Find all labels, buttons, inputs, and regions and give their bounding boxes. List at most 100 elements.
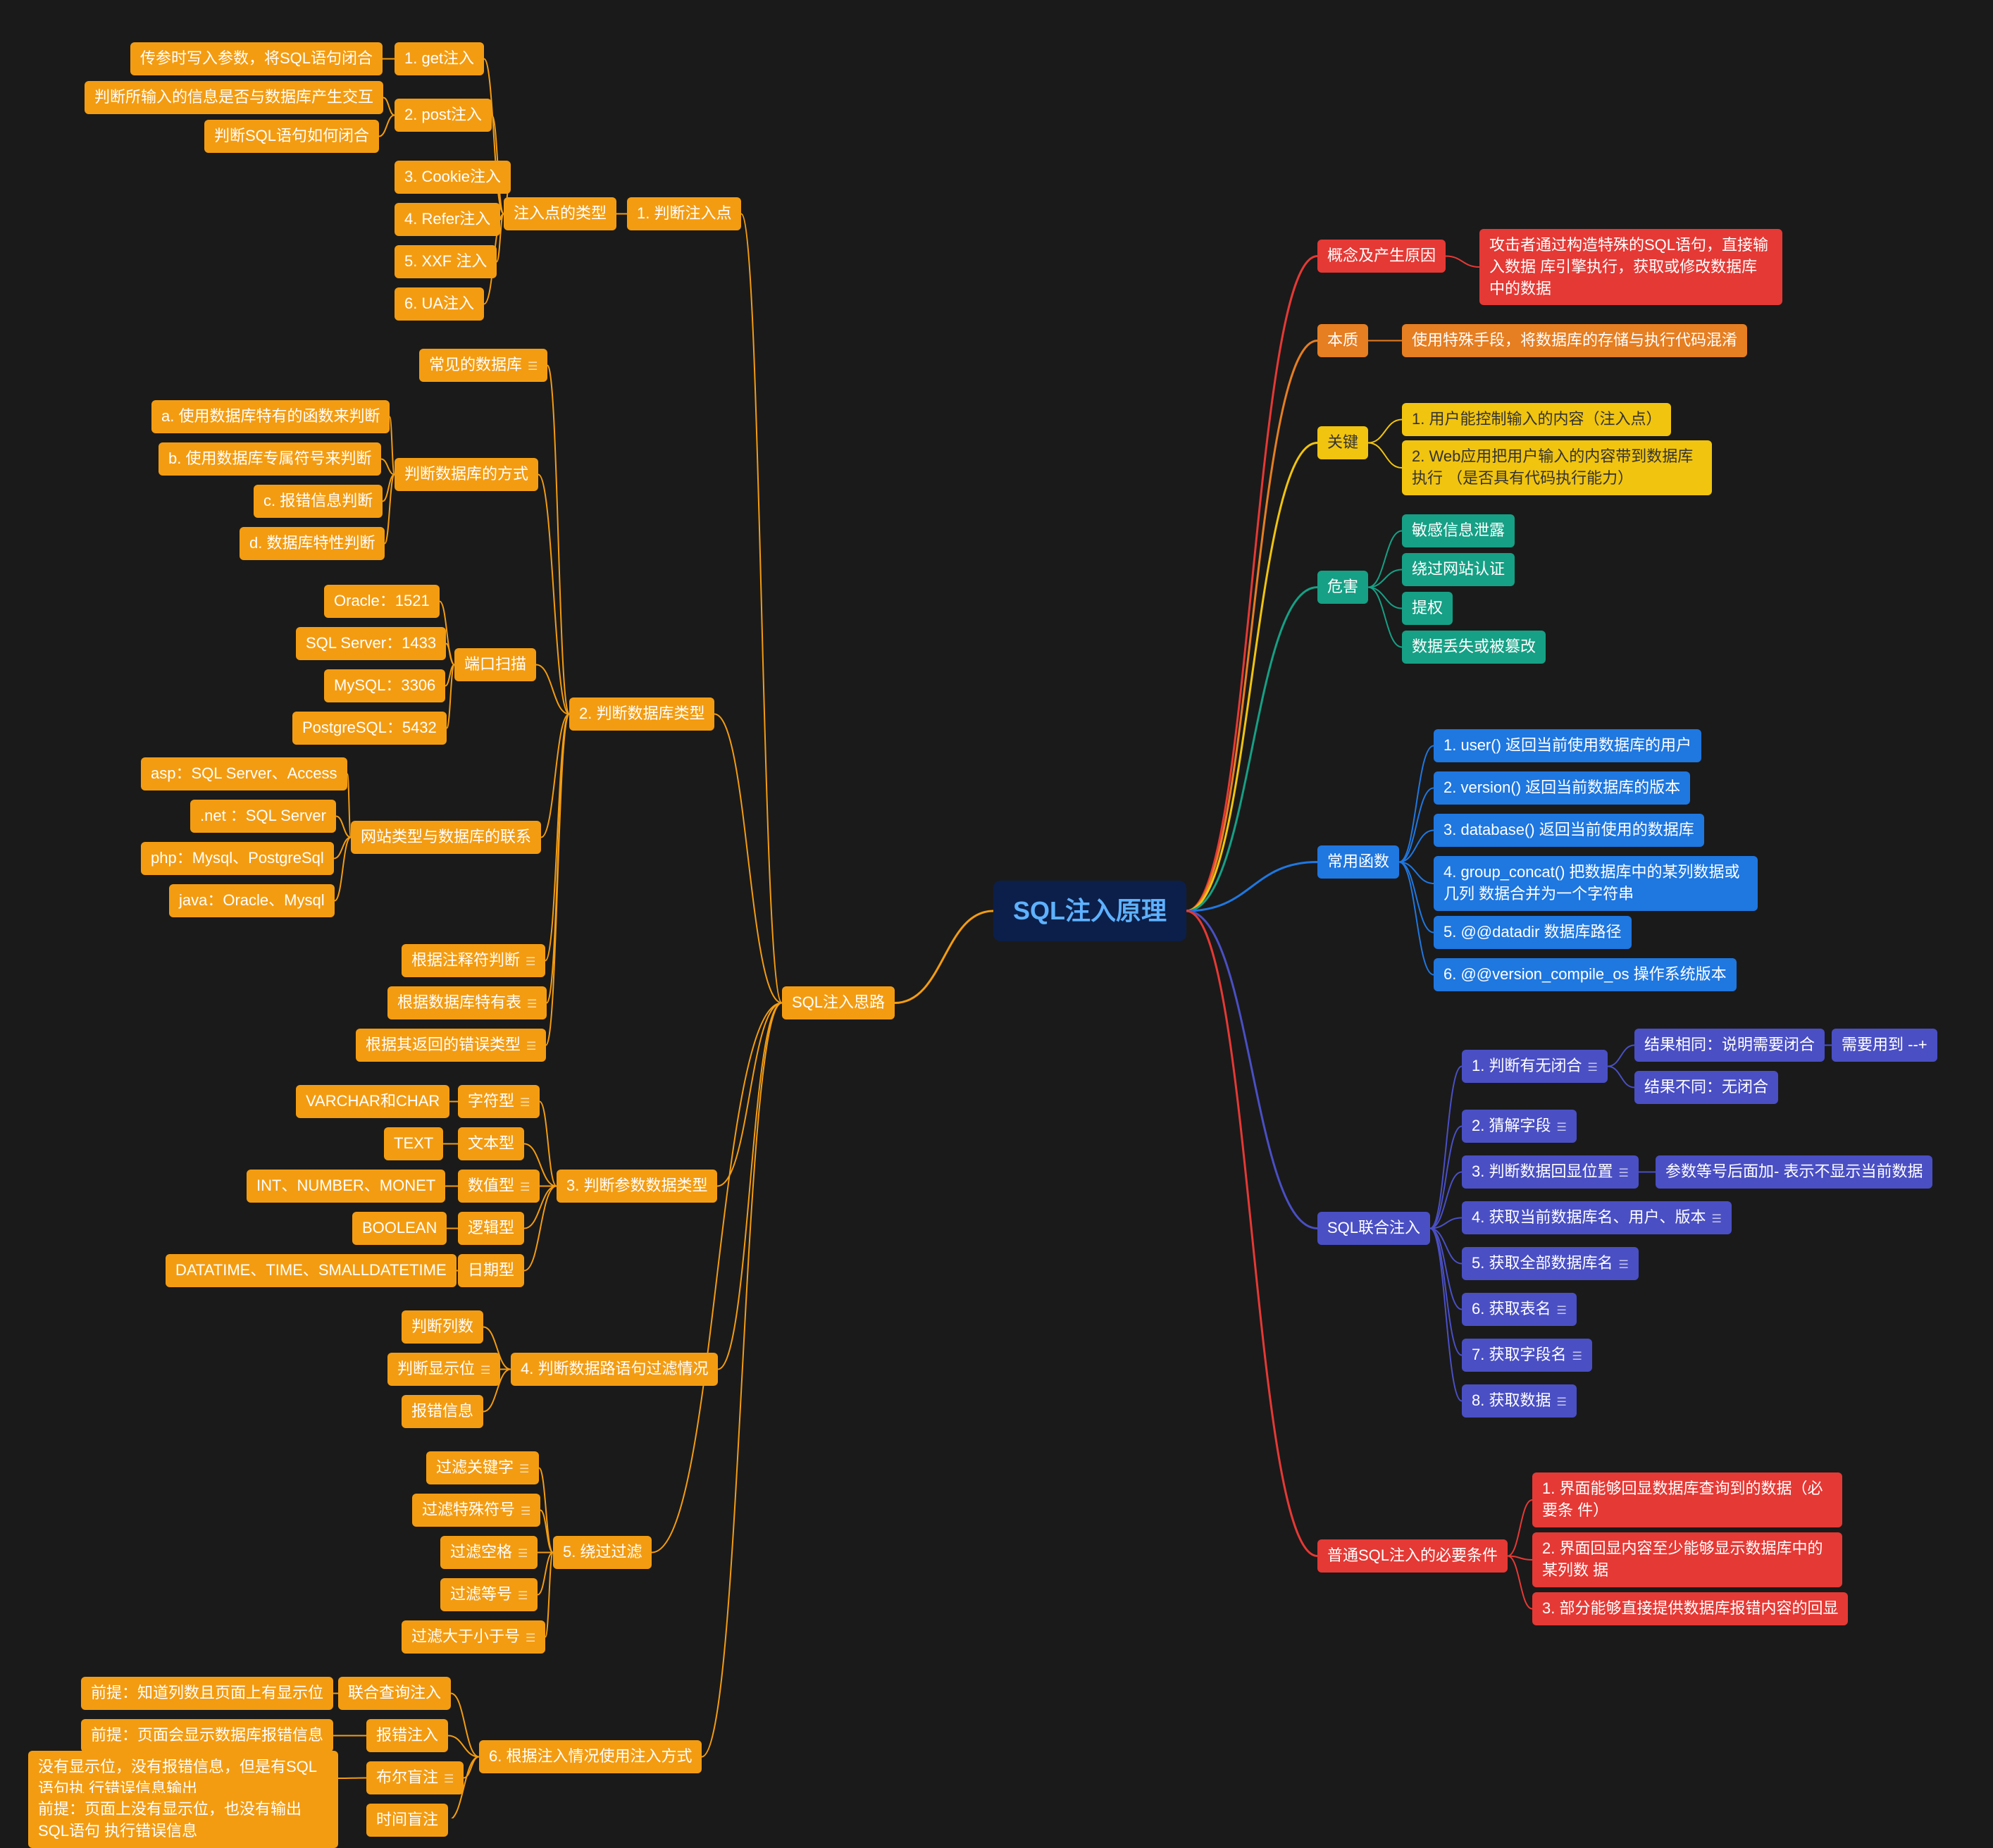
- child-node[interactable]: 1. 用户能控制输入的内容（注入点）: [1402, 403, 1671, 436]
- child-node[interactable]: 1. 判断有无闭合: [1462, 1050, 1608, 1083]
- branch-need[interactable]: 普通SQL注入的必要条件: [1317, 1539, 1508, 1573]
- child-node[interactable]: 网站类型与数据库的联系: [351, 821, 541, 854]
- child-node[interactable]: 过滤等号: [440, 1578, 538, 1611]
- child-node[interactable]: 根据数据库特有表: [387, 986, 547, 1019]
- child-node[interactable]: 布尔盲注: [366, 1761, 464, 1794]
- node-label: 敏感信息泄露: [1412, 521, 1505, 539]
- child-node[interactable]: 时间盲注: [366, 1804, 448, 1837]
- detail-node[interactable]: 传参时写入参数，将SQL语句闭合: [130, 42, 383, 75]
- step-node[interactable]: 4. 判断数据路语句过滤情况: [511, 1353, 718, 1386]
- grand-node[interactable]: 3. Cookie注入: [395, 161, 511, 194]
- branch-union[interactable]: SQL联合注入: [1317, 1212, 1430, 1245]
- child-node[interactable]: 6. @@version_compile_os 操作系统版本: [1434, 958, 1737, 991]
- grand-node[interactable]: DATATIME、TIME、SMALLDATETIME: [166, 1254, 457, 1287]
- note-icon: [520, 1175, 530, 1197]
- sub-node[interactable]: 参数等号后面加- 表示不显示当前数据: [1656, 1155, 1932, 1189]
- grand-node[interactable]: b. 使用数据库专属符号来判断: [159, 442, 381, 476]
- detail-node[interactable]: 判断SQL语句如何闭合: [204, 120, 379, 153]
- child-node[interactable]: 2. 猜解字段: [1462, 1110, 1577, 1143]
- child-node[interactable]: 根据注释符判断: [402, 944, 545, 977]
- child-node[interactable]: 过滤关键字: [426, 1451, 539, 1484]
- root-node[interactable]: SQL注入原理: [993, 881, 1186, 941]
- child-node[interactable]: 报错注入: [366, 1719, 448, 1752]
- branch-funcs[interactable]: 常用函数: [1317, 845, 1399, 879]
- child-node[interactable]: 注入点的类型: [504, 197, 616, 230]
- grand-node[interactable]: PostgreSQL：5432: [292, 712, 447, 745]
- child-node[interactable]: 6. 获取表名: [1462, 1293, 1577, 1326]
- branch-left[interactable]: SQL注入思路: [782, 986, 895, 1019]
- child-node[interactable]: 过滤空格: [440, 1536, 538, 1569]
- child-node[interactable]: 联合查询注入: [338, 1677, 451, 1710]
- child-node[interactable]: 文本型: [458, 1127, 524, 1160]
- leaf-node[interactable]: 需要用到 --+: [1832, 1029, 1937, 1062]
- grand-node[interactable]: c. 报错信息判断: [254, 485, 383, 518]
- child-node[interactable]: 字符型: [458, 1085, 540, 1118]
- child-node[interactable]: 判断显示位: [387, 1353, 500, 1386]
- grand-node[interactable]: TEXT: [384, 1127, 443, 1160]
- grand-node[interactable]: Oracle：1521: [324, 585, 440, 618]
- child-node[interactable]: 5. @@datadir 数据库路径: [1434, 916, 1632, 949]
- child-node[interactable]: 数值型: [458, 1170, 540, 1203]
- step-node[interactable]: 6. 根据注入情况使用注入方式: [479, 1740, 702, 1773]
- grand-node[interactable]: BOOLEAN: [352, 1212, 447, 1245]
- grand-node[interactable]: a. 使用数据库特有的函数来判断: [151, 400, 390, 433]
- child-node[interactable]: 判断列数: [402, 1310, 483, 1344]
- child-node[interactable]: 报错信息: [402, 1395, 483, 1428]
- child-node[interactable]: 端口扫描: [454, 648, 536, 681]
- branch-harm[interactable]: 危害: [1317, 571, 1368, 604]
- grand-node[interactable]: d. 数据库特性判断: [240, 527, 385, 560]
- grand-node[interactable]: INT、NUMBER、MONET: [247, 1170, 445, 1203]
- branch-essence[interactable]: 本质: [1317, 324, 1368, 357]
- grand-node[interactable]: 4. Refer注入: [395, 203, 500, 236]
- child-node[interactable]: 数据丢失或被篡改: [1402, 631, 1546, 664]
- child-node[interactable]: 5. 获取全部数据库名: [1462, 1247, 1639, 1280]
- child-node[interactable]: 3. 部分能够直接提供数据库报错内容的回显: [1532, 1592, 1848, 1625]
- child-node[interactable]: 根据其返回的错误类型: [356, 1029, 546, 1062]
- child-node[interactable]: 逻辑型: [458, 1212, 524, 1245]
- grand-node[interactable]: 前提：知道列数且页面上有显示位: [81, 1677, 333, 1710]
- grand-node[interactable]: asp：SQL Server、Access: [141, 757, 347, 790]
- sub-node[interactable]: 结果不同：无闭合: [1634, 1071, 1778, 1104]
- grand-node[interactable]: VARCHAR和CHAR: [296, 1085, 449, 1118]
- step-node[interactable]: 1. 判断注入点: [627, 197, 741, 230]
- child-node[interactable]: 日期型: [458, 1254, 524, 1287]
- step-node[interactable]: 5. 绕过过滤: [553, 1536, 652, 1569]
- child-node[interactable]: 判断数据库的方式: [395, 458, 538, 491]
- grand-node[interactable]: java：Oracle、Mysql: [169, 884, 335, 917]
- grand-node[interactable]: 6. UA注入: [395, 287, 484, 321]
- step-node[interactable]: 3. 判断参数数据类型: [557, 1170, 717, 1203]
- child-node[interactable]: 2. Web应用把用户输入的内容带到数据库执行 （是否具有代码执行能力）: [1402, 440, 1712, 495]
- child-node[interactable]: 过滤大于小于号: [402, 1620, 545, 1654]
- grand-node[interactable]: 1. get注入: [395, 42, 484, 75]
- child-node[interactable]: 攻击者通过构造特殊的SQL语句，直接输入数据 库引擎执行，获取或修改数据库中的数…: [1479, 229, 1782, 305]
- child-node[interactable]: 提权: [1402, 592, 1453, 625]
- child-node[interactable]: 常见的数据库: [419, 349, 547, 382]
- branch-key[interactable]: 关键: [1317, 426, 1368, 459]
- grand-node[interactable]: SQL Server：1433: [296, 627, 446, 660]
- child-node[interactable]: 1. user() 返回当前使用数据库的用户: [1434, 729, 1701, 762]
- child-node[interactable]: 1. 界面能够回显数据库查询到的数据（必要条 件）: [1532, 1472, 1842, 1527]
- grand-node[interactable]: 5. XXF 注入: [395, 245, 497, 278]
- child-node[interactable]: 2. version() 返回当前数据库的版本: [1434, 771, 1690, 805]
- branch-concept[interactable]: 概念及产生原因: [1317, 240, 1446, 273]
- grand-node[interactable]: 2. post注入: [395, 99, 492, 132]
- child-node[interactable]: 3. 判断数据回显位置: [1462, 1155, 1639, 1189]
- child-node[interactable]: 8. 获取数据: [1462, 1384, 1577, 1418]
- grand-node[interactable]: MySQL：3306: [324, 669, 445, 702]
- grand-node[interactable]: php：Mysql、PostgreSql: [141, 842, 334, 875]
- child-node[interactable]: 过滤特殊符号: [412, 1494, 540, 1527]
- child-node[interactable]: 4. 获取当前数据库名、用户、版本: [1462, 1201, 1732, 1234]
- grand-node[interactable]: .net ：SQL Server: [190, 800, 336, 833]
- grand-node[interactable]: 前提：页面上没有显示位，也没有输出SQL语句 执行错误信息: [28, 1793, 338, 1848]
- child-node[interactable]: 使用特殊手段，将数据库的存储与执行代码混淆: [1402, 324, 1747, 357]
- child-node[interactable]: 4. group_concat() 把数据库中的某列数据或几列 数据合并为一个字…: [1434, 856, 1758, 911]
- child-node[interactable]: 绕过网站认证: [1402, 553, 1515, 586]
- detail-node[interactable]: 判断所输入的信息是否与数据库产生交互: [85, 81, 383, 114]
- child-node[interactable]: 2. 界面回显内容至少能够显示数据库中的某列数 据: [1532, 1532, 1842, 1587]
- child-node[interactable]: 敏感信息泄露: [1402, 514, 1515, 547]
- grand-node[interactable]: 前提：页面会显示数据库报错信息: [81, 1719, 333, 1752]
- child-node[interactable]: 7. 获取字段名: [1462, 1339, 1592, 1372]
- sub-node[interactable]: 结果相同：说明需要闭合: [1634, 1029, 1825, 1062]
- step-node[interactable]: 2. 判断数据库类型: [569, 697, 714, 731]
- child-node[interactable]: 3. database() 返回当前使用的数据库: [1434, 814, 1704, 847]
